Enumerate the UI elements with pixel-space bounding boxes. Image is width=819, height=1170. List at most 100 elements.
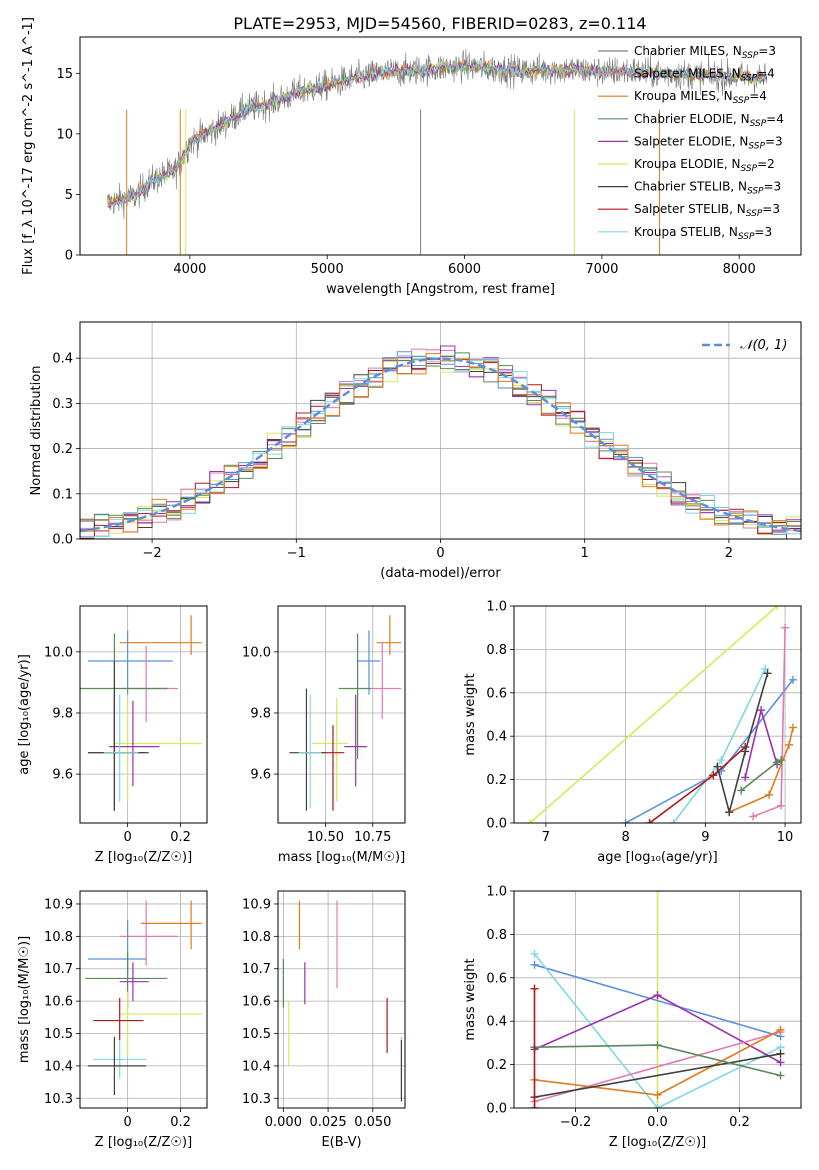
y-tick-label: 10.0 (242, 645, 271, 660)
legend-label: Kroupa STELIB, NSSP=3 (634, 225, 772, 242)
panel-mass_vs_Z: 0 0.2 10.3 10.4 10.5 10.6 10.7 10.8 10.9 Z [log₁₀… (17, 890, 208, 1150)
weight-series-line (716, 673, 769, 816)
x-tick-label: 0 (436, 546, 444, 561)
legend-label: Salpeter STELIB, NSSP=3 (634, 202, 780, 219)
panel-age_vs_mass: 10.50 10.75 9.6 9.8 10.0 mass [log₁₀(M/M☉)] (242, 605, 406, 865)
mass_vs_Z-plot-area (80, 891, 207, 1108)
weight-point-marker (530, 960, 539, 969)
y-tick-label: 9.6 (250, 768, 271, 783)
weight-point-marker (653, 891, 662, 895)
spectrum-model-line (107, 59, 768, 210)
y-tick-label: 0.4 (52, 352, 73, 367)
y-tick-label: 0.1 (52, 487, 73, 502)
x-tick-label: −1 (287, 546, 306, 561)
mass_vs_Z-frame (79, 890, 208, 1109)
mass_vs_Z-y-axis-label: mass [log₁₀(M/M☉)] (17, 936, 32, 1063)
residual-legend: 𝒩(0, 1) (702, 338, 787, 353)
x-tick-label: 0.050 (354, 1115, 391, 1130)
x-tick-label: 0.2 (170, 830, 191, 845)
x-tick-label: 0.000 (265, 1115, 302, 1130)
weight-point-marker (737, 786, 746, 795)
y-tick-label: 0.6 (486, 686, 507, 701)
weight_vs_age-x-axis-label: age [log₁₀(age/yr)] (597, 850, 718, 865)
y-tick-label: 10.5 (44, 1027, 73, 1042)
spectrum-x-axis-label: wavelength [Angstrom, rest frame] (326, 282, 555, 297)
x-tick-label: 10.50 (307, 830, 344, 845)
figure-title: PLATE=2953, MJD=54560, FIBERID=0283, z=0… (233, 14, 646, 33)
weight-point-marker (785, 740, 794, 749)
y-tick-label: 0.8 (486, 643, 507, 658)
weight-point-marker (773, 606, 782, 610)
x-tick-label: 9 (701, 830, 709, 845)
x-tick-label: −2 (143, 546, 162, 561)
spectrum-frame (79, 36, 802, 256)
y-tick-label: 10.7 (44, 962, 73, 977)
x-tick-label: 5000 (311, 262, 344, 277)
y-tick-label: 10.3 (242, 1092, 271, 1107)
x-tick-label: 10 (777, 830, 794, 845)
weight_vs_age-y-axis-label: mass weight (463, 673, 478, 755)
weight_vs_Z-y-axis-label: mass weight (463, 958, 478, 1040)
x-tick-label: 6000 (448, 262, 481, 277)
weight-series-line (740, 759, 782, 792)
y-tick-label: 10.7 (242, 962, 271, 977)
weight-point-marker (713, 762, 722, 771)
y-tick-label: 10.4 (44, 1059, 73, 1074)
weight-series-line (625, 679, 794, 823)
weight-point-marker (776, 1025, 785, 1034)
legend-label: Chabrier MILES, NSSP=3 (634, 44, 776, 61)
panel-residuals: −2 −1 0 1 2 0.0 0.1 0.2 0.3 0.4 (data-model)/error… (29, 321, 802, 581)
x-tick-label: 8 (621, 830, 629, 845)
panel-age_vs_Z: 0 0.2 9.6 9.8 10.0 Z [log₁₀(Z/Z☉)] age [log₁₀(… (17, 605, 208, 865)
mass_vs_ebv-plot-area (278, 891, 405, 1108)
age_vs_Z-x-axis-label: Z [log₁₀(Z/Z☉)] (95, 850, 192, 865)
y-tick-label: 10.6 (242, 995, 271, 1010)
weight-point-marker (725, 808, 734, 817)
age_vs_mass-x-axis-label: mass [log₁₀(M/M☉)] (278, 850, 405, 865)
weight-point-marker (776, 1058, 785, 1067)
y-tick-label: 10.4 (242, 1059, 271, 1074)
x-tick-label: 10.75 (354, 830, 391, 845)
weight-point-marker (765, 790, 774, 799)
weight-point-marker (741, 773, 750, 782)
weight-point-marker (757, 706, 766, 715)
weight_vs_Z-x-axis-label: Z [log₁₀(Z/Z☉)] (609, 1135, 706, 1150)
x-tick-label: 0.2 (729, 1115, 750, 1130)
weight_vs_age-frame (513, 605, 802, 824)
y-tick-label: 0.3 (52, 397, 73, 412)
y-tick-label: 0.4 (486, 1015, 507, 1030)
weight-series-line (529, 606, 778, 823)
weight-series-line (533, 953, 781, 1108)
spectrum-model-line (107, 59, 767, 207)
gaussian-curve (80, 357, 801, 533)
weight_vs_age-plot-area (514, 606, 801, 823)
y-tick-label: 0.4 (486, 730, 507, 745)
weight-point-marker (645, 819, 654, 823)
y-tick-label: 10.6 (44, 995, 73, 1010)
x-tick-label: 7000 (585, 262, 618, 277)
y-tick-label: 0.0 (52, 533, 73, 548)
y-tick-label: 10.0 (44, 645, 73, 660)
weight-point-marker (653, 1041, 662, 1050)
y-tick-label: 10.9 (242, 897, 271, 912)
panel-weight_vs_Z: −0.2 0.0 0.2 0.0 0.2 0.4 0.6 0.8 1.0 Z [log₁₀(Z/Z… (463, 885, 802, 1150)
age_vs_mass-plot-area (278, 606, 405, 823)
y-tick-label: 9.8 (250, 706, 271, 721)
weight-series-line (728, 727, 794, 813)
y-tick-label: 0.0 (486, 817, 507, 832)
weight_vs_Z-frame (513, 890, 802, 1109)
age_vs_Z-y-axis-label: age [log₁₀(age/yr)] (17, 654, 32, 775)
weight-point-marker (789, 675, 798, 684)
x-tick-label: 0 (123, 830, 131, 845)
weight-point-marker (669, 819, 678, 823)
weight-point-marker (621, 819, 630, 823)
residuals-frame (79, 321, 802, 540)
y-tick-label: 0.8 (486, 928, 507, 943)
weight-point-marker (530, 949, 539, 958)
y-tick-label: 9.8 (52, 706, 73, 721)
x-tick-label: 7 (542, 830, 550, 845)
y-tick-label: 1.0 (486, 600, 507, 615)
age_vs_Z-plot-area (80, 606, 207, 823)
x-tick-label: 8000 (723, 262, 756, 277)
